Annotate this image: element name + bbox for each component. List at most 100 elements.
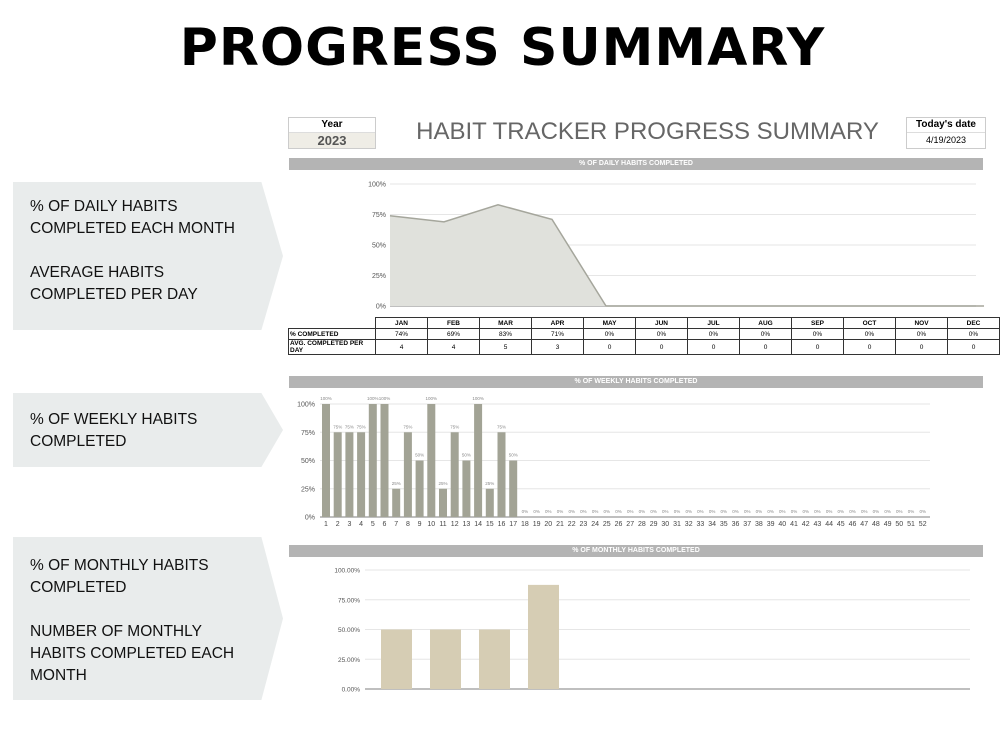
bar-data-label: 0% xyxy=(732,509,739,514)
weekly-bar xyxy=(392,488,401,517)
bar-data-label: 0% xyxy=(779,509,786,514)
monthly-chart-header: % OF MONTHLY HABITS COMPLETED xyxy=(289,545,983,557)
x-tick-label: 40 xyxy=(778,521,786,528)
table-cell: 0% xyxy=(687,328,740,340)
x-tick-label: 26 xyxy=(615,521,623,528)
weekly-bar xyxy=(368,404,377,517)
weekly-bar xyxy=(450,432,459,517)
bar-data-label: 0% xyxy=(896,509,903,514)
panel-weekly-text: % OF WEEKLY HABITS COMPLETED xyxy=(30,411,198,450)
x-tick-label: 30 xyxy=(661,521,669,528)
bar-data-label: 0% xyxy=(674,509,681,514)
y-tick-label: 25% xyxy=(301,486,315,493)
year-label: Year xyxy=(289,118,375,133)
bar-data-label: 0% xyxy=(604,509,611,514)
bar-data-label: 75% xyxy=(345,424,354,429)
x-tick-label: 8 xyxy=(406,521,410,528)
bar-data-label: 0% xyxy=(697,509,704,514)
x-tick-label: 5 xyxy=(371,521,375,528)
weekly-bar xyxy=(439,488,447,517)
bar-data-label: 100% xyxy=(472,396,484,401)
bar-data-label: 0% xyxy=(849,509,856,514)
table-cell: 4 xyxy=(427,339,480,355)
x-tick-label: 16 xyxy=(498,521,506,528)
bar-data-label: 0% xyxy=(756,509,763,514)
x-tick-label: 19 xyxy=(533,521,541,528)
table-cell: 71% xyxy=(531,328,584,340)
x-tick-label: 1 xyxy=(324,521,328,528)
weekly-bar xyxy=(403,432,412,517)
y-tick-label: 100% xyxy=(368,182,386,189)
bar-data-label: 0% xyxy=(873,509,880,514)
x-tick-label: 24 xyxy=(591,521,599,528)
table-cell: 0% xyxy=(635,328,688,340)
bar-data-label: 0% xyxy=(767,509,774,514)
month-header: AUG xyxy=(739,317,792,329)
y-tick-label: 100% xyxy=(297,402,315,409)
x-tick-label: 31 xyxy=(673,521,681,528)
x-tick-label: 42 xyxy=(802,521,810,528)
bar-data-label: 0% xyxy=(744,509,751,514)
x-tick-label: 29 xyxy=(650,521,658,528)
daily-table: JAN FEB MAR APR MAY JUN JUL AUG SEP OCT NOV DEC % C… xyxy=(288,317,1000,355)
month-header: MAR xyxy=(479,317,532,329)
table-cell: 0 xyxy=(895,339,948,355)
table-cell: 0 xyxy=(947,339,1000,355)
x-tick-label: 23 xyxy=(580,521,588,528)
month-header: SEP xyxy=(791,317,844,329)
y-tick-label: 0% xyxy=(305,515,315,522)
bar-data-label: 0% xyxy=(826,509,833,514)
x-tick-label: 17 xyxy=(509,521,517,528)
daily-chart-header: % OF DAILY HABITS COMPLETED xyxy=(289,158,983,170)
bar-data-label: 100% xyxy=(426,396,438,401)
x-tick-label: 34 xyxy=(708,521,716,528)
x-tick-label: 18 xyxy=(521,521,529,528)
table-cell: 0 xyxy=(739,339,792,355)
x-tick-label: 47 xyxy=(860,521,868,528)
month-header: DEC xyxy=(947,317,1000,329)
row-label-pct: % COMPLETED xyxy=(288,328,376,340)
bar-data-label: 75% xyxy=(357,424,366,429)
bar-data-label: 0% xyxy=(627,509,634,514)
year-value[interactable]: 2023 xyxy=(289,133,375,148)
bar-data-label: 0% xyxy=(838,509,845,514)
bar-data-label: 0% xyxy=(568,509,575,514)
monthly-bar xyxy=(479,629,510,689)
x-tick-label: 35 xyxy=(720,521,728,528)
bar-data-label: 0% xyxy=(908,509,915,514)
bar-data-label: 75% xyxy=(403,424,412,429)
y-tick-label: 0% xyxy=(376,304,386,311)
table-cell: 0 xyxy=(583,339,636,355)
bar-data-label: 0% xyxy=(685,509,692,514)
y-tick-label: 50% xyxy=(301,458,315,465)
table-cell: 3 xyxy=(531,339,584,355)
x-tick-label: 44 xyxy=(825,521,833,528)
panel-weekly: % OF WEEKLY HABITS COMPLETED xyxy=(13,393,283,467)
x-tick-label: 46 xyxy=(849,521,857,528)
x-tick-label: 15 xyxy=(486,521,494,528)
x-tick-label: 36 xyxy=(732,521,740,528)
y-tick-label: 100.00% xyxy=(334,568,360,575)
month-header: JUN xyxy=(635,317,688,329)
x-tick-label: 6 xyxy=(383,521,387,528)
bar-data-label: 0% xyxy=(533,509,540,514)
weekly-bar xyxy=(333,432,342,517)
bar-data-label: 0% xyxy=(791,509,798,514)
x-tick-label: 43 xyxy=(814,521,822,528)
weekly-chart-header: % OF WEEKLY HABITS COMPLETED xyxy=(289,376,983,388)
table-cell: 0 xyxy=(791,339,844,355)
x-tick-label: 52 xyxy=(919,521,927,528)
bar-data-label: 0% xyxy=(650,509,657,514)
date-box: Today's date 4/19/2023 xyxy=(906,117,986,149)
x-tick-label: 7 xyxy=(394,521,398,528)
bar-data-label: 0% xyxy=(545,509,552,514)
table-cell: 0% xyxy=(895,328,948,340)
panel-daily: % OF DAILY HABITS COMPLETED EACH MONTH A… xyxy=(13,182,283,330)
bar-data-label: 75% xyxy=(450,424,459,429)
table-cell: 0 xyxy=(843,339,896,355)
table-cell: 0% xyxy=(947,328,1000,340)
page-title: PROGRESS SUMMARY xyxy=(179,18,826,78)
bar-data-label: 0% xyxy=(615,509,622,514)
y-tick-label: 25% xyxy=(372,273,386,280)
bar-data-label: 0% xyxy=(814,509,821,514)
